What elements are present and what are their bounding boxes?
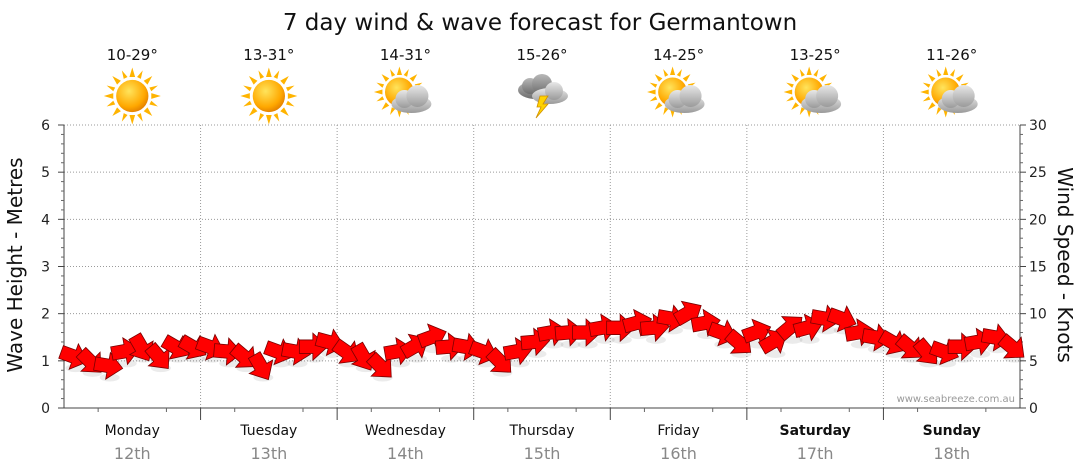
plot-area: 0 1 2 3 4 5 6 0 5 10 15 20 25 30 Monday 12th Tuesday 13th… bbox=[41, 118, 1047, 463]
wind-arrow-layer bbox=[58, 300, 1025, 381]
wind-arrow-icon bbox=[229, 342, 257, 368]
weather-row: 10-29° 13-31° 14-31° 15-26° 14-25° 13-25° 11-2… bbox=[103, 46, 978, 125]
sun-icon bbox=[103, 67, 161, 125]
day-date-label: 16th bbox=[660, 444, 697, 463]
chart-title: 7 day wind & wave forecast for Germantow… bbox=[283, 10, 797, 36]
day-name-label: Wednesday bbox=[365, 423, 446, 439]
wind-arrow-shadow bbox=[799, 335, 820, 344]
wind-arrow-shadow bbox=[867, 345, 888, 354]
wind-arrow-icon bbox=[877, 329, 907, 355]
wind-arrow-shadow bbox=[663, 326, 684, 335]
day-date-label: 14th bbox=[387, 444, 424, 463]
storm-icon bbox=[518, 74, 568, 119]
day-name-label: Monday bbox=[105, 423, 160, 439]
wind-arrow-icon bbox=[331, 338, 360, 364]
wind-arrow-shadow bbox=[287, 359, 308, 368]
left-axis-title: Wave Height - Metres bbox=[3, 157, 27, 372]
left-tick-label: 4 bbox=[41, 212, 50, 228]
left-tick-label: 1 bbox=[41, 354, 50, 370]
right-tick-label: 25 bbox=[1029, 165, 1047, 181]
day-name-label: Friday bbox=[657, 423, 699, 439]
partly-cloudy-icon bbox=[647, 66, 705, 118]
partly-cloudy-icon bbox=[373, 66, 432, 118]
wind-arrow-icon bbox=[58, 342, 89, 370]
wind-arrow-shadow bbox=[458, 354, 479, 363]
right-tick-label: 15 bbox=[1029, 260, 1047, 276]
right-tick-label: 30 bbox=[1029, 118, 1047, 134]
wind-arrow-icon bbox=[997, 333, 1025, 359]
left-tick-label: 6 bbox=[41, 118, 50, 134]
wind-arrow-shadow bbox=[970, 349, 991, 358]
left-tick-label: 0 bbox=[41, 401, 50, 417]
temperature-label: 11-26° bbox=[926, 46, 977, 64]
wind-arrow-icon bbox=[144, 341, 170, 369]
day-name-label: Tuesday bbox=[239, 423, 297, 439]
credit-text: www.seabreeze.com.au bbox=[897, 394, 1015, 405]
day-date-label: 12th bbox=[114, 444, 151, 463]
temperature-label: 15-26° bbox=[516, 46, 567, 64]
day-name-label: Saturday bbox=[780, 423, 851, 439]
wind-arrow-icon bbox=[365, 351, 392, 378]
wind-arrow-shadow bbox=[543, 340, 564, 349]
temperature-label: 13-31° bbox=[243, 46, 294, 64]
wind-arrow-icon bbox=[298, 332, 329, 362]
day-name-label: Thursday bbox=[508, 423, 574, 439]
wind-arrow-icon bbox=[894, 333, 922, 359]
left-tick-label: 3 bbox=[41, 260, 50, 276]
right-tick-label: 0 bbox=[1029, 401, 1038, 417]
wind-arrow-shadow bbox=[99, 373, 120, 382]
wind-arrow-icon bbox=[606, 313, 636, 343]
wind-arrow-icon bbox=[947, 332, 978, 362]
wind-arrow-icon bbox=[758, 329, 788, 355]
day-date-label: 15th bbox=[524, 444, 561, 463]
wind-arrow-shadow bbox=[509, 359, 530, 368]
left-tick-label: 5 bbox=[41, 165, 50, 181]
wind-arrow-icon bbox=[572, 318, 602, 347]
left-tick-label: 2 bbox=[41, 307, 50, 323]
wind-arrow-icon bbox=[741, 318, 772, 346]
partly-cloudy-icon bbox=[783, 66, 842, 118]
day-date-label: 13th bbox=[250, 444, 287, 463]
temperature-label: 14-31° bbox=[380, 46, 431, 64]
wind-arrow-shadow bbox=[594, 335, 615, 344]
wind-arrow-shadow bbox=[389, 359, 410, 368]
wind-arrow-icon bbox=[247, 351, 274, 381]
right-tick-label: 20 bbox=[1029, 212, 1047, 228]
partly-cloudy-icon bbox=[920, 66, 978, 118]
day-date-label: 18th bbox=[933, 444, 970, 463]
right-axis-title: Wind Speed - Knots bbox=[1053, 167, 1077, 363]
temperature-label: 10-29° bbox=[107, 46, 158, 64]
wind-arrow-shadow bbox=[816, 326, 837, 335]
day-name-label: Sunday bbox=[923, 423, 981, 439]
temperature-label: 13-25° bbox=[790, 46, 841, 64]
sun-icon bbox=[240, 67, 298, 125]
day-date-label: 17th bbox=[797, 444, 834, 463]
right-tick-label: 5 bbox=[1029, 354, 1038, 370]
wind-arrow-shadow bbox=[219, 359, 240, 368]
right-tick-label: 10 bbox=[1029, 307, 1047, 323]
temperature-label: 14-25° bbox=[653, 46, 704, 64]
wind-arrow-shadow bbox=[116, 359, 137, 368]
